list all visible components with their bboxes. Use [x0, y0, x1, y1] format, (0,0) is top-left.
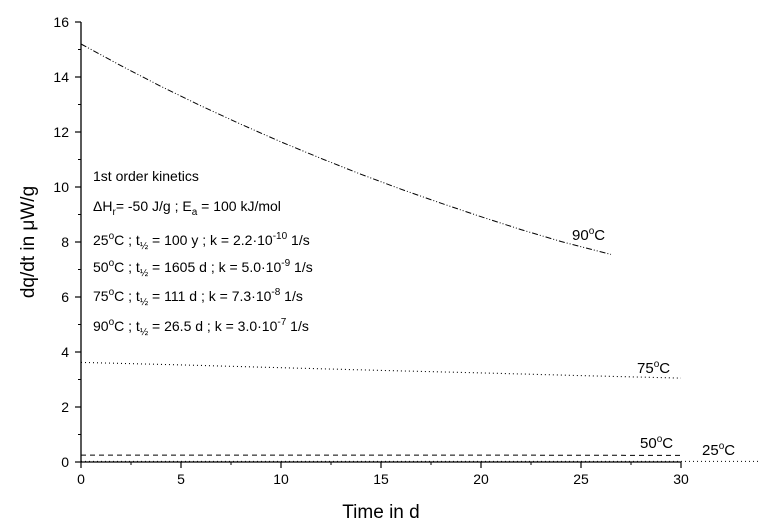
- series-line-75c: [80, 361, 682, 379]
- series-layer: [80, 43, 761, 462]
- annotation-row-75c: 75oC ; t½ = 111 d ; k = 7.3·10-8 1/s: [93, 287, 303, 308]
- annotation-row-90c: 90oC ; t½ = 26.5 d ; k = 3.0·10-7 1/s: [93, 317, 309, 338]
- annotation-row-25c: 25oC ; t½ = 100 y ; k = 2.2·10-10 1/s: [93, 231, 310, 252]
- annotation-row-50c: 50oC ; t½ = 1605 d ; k = 5.0·10-9 1/s: [93, 258, 313, 279]
- x-axis-title: Time in d: [342, 502, 419, 523]
- y-tick-label: 10: [53, 179, 69, 195]
- series-label-25c: 25oC: [702, 441, 735, 459]
- y-tick-label: 8: [61, 234, 69, 250]
- annotation-line-1: 1st order kinetics: [93, 168, 199, 184]
- series-label-90c: 90oC: [572, 226, 605, 244]
- x-tick-label: 0: [77, 471, 85, 487]
- y-tick-label: 0: [61, 454, 69, 470]
- annotation-line-2: ΔHr= -50 J/g ; Ea = 100 kJ/mol: [93, 198, 281, 218]
- y-axis-title: dq/dt in μW/g: [18, 186, 39, 298]
- x-tick-label: 20: [473, 471, 489, 487]
- series-line-90c: [80, 43, 612, 255]
- y-tick-label: 4: [61, 344, 69, 360]
- y-tick-label: 6: [61, 289, 69, 305]
- annotation-block: 1st order kinetics ΔHr= -50 J/g ; Ea = 1…: [93, 168, 313, 338]
- x-tick-label: 15: [373, 471, 389, 487]
- y-tick-label: 16: [53, 14, 69, 30]
- x-tick-label: 5: [177, 471, 185, 487]
- x-tick-label: 25: [573, 471, 589, 487]
- y-tick-label: 14: [53, 69, 69, 85]
- y-tick-label: 2: [61, 399, 69, 415]
- x-tick-label: 30: [673, 471, 689, 487]
- x-tick-label: 10: [273, 471, 289, 487]
- axis-ticks: 0 5 10 15 20 25 30 0 2 4 6 8 10 12 14 16: [53, 14, 689, 487]
- y-tick-label: 12: [53, 124, 69, 140]
- series-label-50c: 50oC: [640, 434, 673, 452]
- series-label-75c: 75oC: [637, 359, 670, 377]
